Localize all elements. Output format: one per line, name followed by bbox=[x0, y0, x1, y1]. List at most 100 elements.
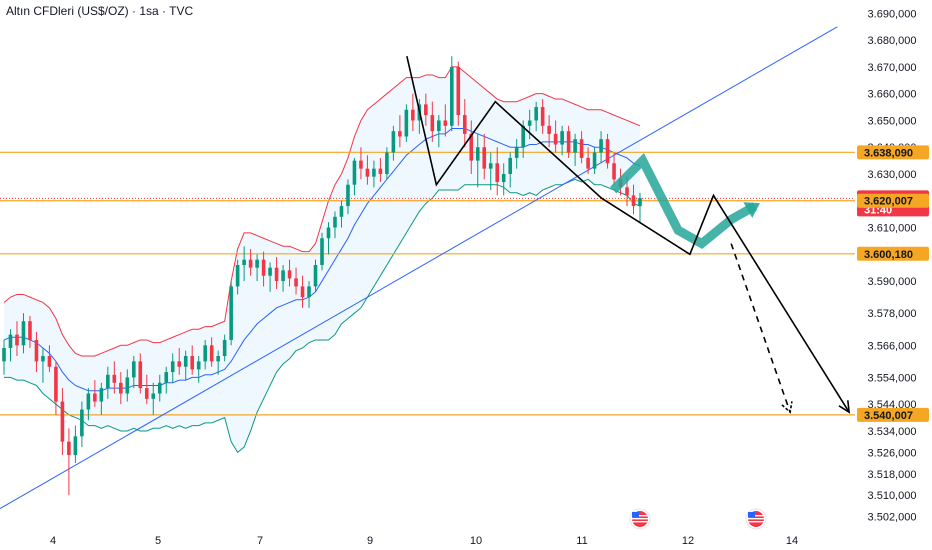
candle-body bbox=[527, 120, 532, 126]
candle-body bbox=[612, 163, 616, 180]
candle bbox=[99, 382, 104, 415]
candle-body bbox=[93, 393, 97, 402]
candle-body bbox=[138, 361, 143, 389]
y-tick-label: 3.630,000 bbox=[868, 169, 917, 181]
y-tick-label: 3.578,000 bbox=[868, 308, 917, 320]
candle-body bbox=[430, 115, 435, 132]
flag-stripe bbox=[632, 515, 648, 517]
candle-body bbox=[501, 173, 506, 183]
flag-canton bbox=[748, 512, 755, 517]
candle bbox=[443, 104, 448, 137]
price-axis-bg bbox=[855, 0, 932, 550]
dashed-projection[interactable] bbox=[730, 243, 791, 413]
candle-body bbox=[404, 109, 409, 137]
candle-body bbox=[586, 157, 590, 169]
candle bbox=[80, 401, 84, 448]
candle-body bbox=[514, 147, 519, 158]
candle-body bbox=[60, 401, 65, 442]
price-tag[interactable]: 3.600,180 bbox=[857, 246, 929, 261]
candle bbox=[190, 345, 195, 375]
candle-body bbox=[398, 131, 402, 137]
candle bbox=[281, 265, 285, 292]
candle-body bbox=[261, 259, 266, 276]
price-tag[interactable]: 3.620,007 bbox=[857, 193, 929, 208]
candle bbox=[527, 109, 532, 140]
candle bbox=[534, 101, 538, 132]
candle-body bbox=[99, 388, 104, 402]
x-tick-label: 14 bbox=[786, 535, 798, 547]
candle bbox=[170, 353, 175, 383]
candle bbox=[15, 321, 19, 357]
candle-body bbox=[534, 107, 538, 121]
candle bbox=[540, 99, 545, 134]
y-tick-label: 3.502,000 bbox=[868, 512, 917, 524]
y-tick-label: 3.518,000 bbox=[868, 469, 917, 481]
candle bbox=[385, 147, 389, 180]
candle bbox=[112, 361, 117, 394]
candle bbox=[248, 248, 253, 276]
price-axis[interactable]: 3.690,000 3.680,000 3.670,000 3.660,000 3.65… bbox=[855, 0, 932, 550]
plot-area[interactable] bbox=[0, 26, 855, 510]
candle-body bbox=[378, 168, 383, 174]
candle bbox=[313, 259, 318, 292]
bollinger-lower-line bbox=[4, 178, 641, 454]
candle-body bbox=[106, 374, 110, 389]
candle-body bbox=[333, 216, 337, 228]
candle-body bbox=[86, 393, 91, 410]
candle bbox=[359, 147, 363, 180]
time-axis[interactable]: 4 5 7 9 10 11 12 14 bbox=[0, 508, 932, 550]
candle-body bbox=[488, 163, 493, 169]
y-tick-label: 3.670,000 bbox=[868, 62, 917, 74]
candle bbox=[320, 232, 324, 271]
candle bbox=[222, 334, 227, 362]
candle bbox=[300, 275, 305, 308]
price-tag-label: 3.620,007 bbox=[864, 196, 913, 208]
candle bbox=[424, 93, 428, 126]
candle bbox=[93, 380, 97, 407]
candle bbox=[131, 356, 136, 389]
candle-body bbox=[631, 195, 636, 207]
candle-body bbox=[21, 321, 26, 346]
trendline[interactable] bbox=[0, 26, 838, 510]
candle-body bbox=[67, 441, 71, 456]
candle-body bbox=[41, 356, 45, 362]
price-tag[interactable]: 3.638,090 bbox=[857, 145, 929, 160]
candle-body bbox=[235, 265, 240, 287]
candle bbox=[47, 345, 52, 373]
candle bbox=[216, 350, 220, 375]
candle-body bbox=[170, 361, 175, 373]
candle bbox=[294, 267, 298, 295]
candle bbox=[514, 139, 519, 169]
candle-body bbox=[183, 356, 188, 367]
price-tag-label: 3.600,180 bbox=[864, 249, 913, 261]
candle bbox=[437, 115, 441, 148]
zigzag-pattern[interactable] bbox=[406, 56, 850, 413]
candle bbox=[449, 56, 454, 132]
price-tag[interactable]: 3.540,007 bbox=[857, 407, 929, 422]
candle bbox=[482, 133, 487, 180]
price-tag-bg bbox=[857, 407, 929, 422]
candle bbox=[2, 339, 6, 375]
candle bbox=[28, 315, 32, 348]
candle bbox=[573, 133, 577, 166]
us-flag-icon[interactable] bbox=[629, 508, 651, 530]
candle-body bbox=[553, 133, 558, 145]
candle bbox=[398, 115, 402, 148]
candle-body bbox=[34, 339, 39, 362]
candle-body bbox=[157, 382, 162, 394]
candle bbox=[183, 350, 188, 381]
candle-body bbox=[482, 147, 487, 169]
zigzag-arrow-head bbox=[838, 400, 851, 414]
candle-body bbox=[144, 388, 149, 399]
projection-arrow-0[interactable] bbox=[610, 153, 757, 250]
candle-body bbox=[112, 374, 117, 383]
candle-body bbox=[151, 393, 156, 399]
candle-body bbox=[216, 356, 220, 362]
candle bbox=[21, 313, 26, 354]
y-tick-label: 3.650,000 bbox=[868, 115, 917, 127]
candle bbox=[586, 147, 590, 174]
us-flag-icon[interactable] bbox=[745, 508, 767, 530]
candle-body bbox=[625, 187, 629, 196]
x-tick-label: 4 bbox=[50, 535, 56, 547]
